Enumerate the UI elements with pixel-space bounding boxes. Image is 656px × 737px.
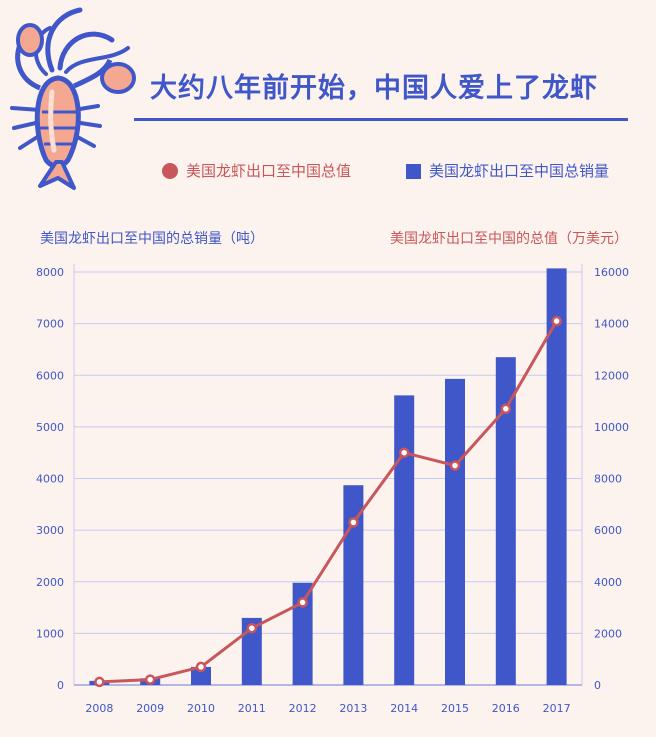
- value-point: [94, 676, 105, 688]
- value-point: [246, 622, 258, 634]
- value-point: [297, 597, 308, 608]
- y-tick-label-left: 0: [57, 679, 64, 692]
- title-divider: [134, 118, 628, 121]
- y-tick-label-left: 7000: [36, 318, 64, 331]
- value-point: [348, 517, 359, 528]
- x-tick-label: 2015: [441, 702, 469, 715]
- y-tick-label-right: 8000: [594, 473, 622, 486]
- y-tick-label-right: 12000: [594, 369, 629, 382]
- value-point: [398, 447, 410, 458]
- y-tick-label-left: 4000: [36, 473, 64, 486]
- legend-label-volume: 美国龙虾出口至中国总销量: [429, 162, 610, 180]
- bar: [394, 395, 415, 685]
- x-tick-label: 2010: [187, 702, 215, 715]
- legend-marker-square: [406, 164, 421, 179]
- bar: [191, 666, 211, 685]
- value-point: [144, 674, 156, 685]
- x-tick-label: 2009: [136, 702, 164, 715]
- y-tick-label-right: 6000: [594, 524, 622, 537]
- legend-item-value: 美国龙虾出口至中国总值: [162, 160, 351, 181]
- x-tick-label: 2011: [238, 702, 266, 715]
- value-point: [195, 661, 207, 673]
- bar: [495, 357, 516, 685]
- value-point: [500, 403, 512, 415]
- value-point: [449, 460, 461, 471]
- y-tick-label-right: 0: [594, 679, 601, 692]
- x-tick-label: 2016: [492, 702, 520, 715]
- value-point: [551, 315, 562, 327]
- x-tick-label: 2013: [339, 702, 367, 715]
- lobster-icon: [10, 7, 136, 190]
- x-tick-label: 2014: [390, 702, 418, 715]
- x-tick-label: 2017: [543, 702, 571, 715]
- x-tick-label: 2012: [289, 702, 317, 715]
- y-tick-label-right: 16000: [594, 266, 629, 279]
- y-tick-label-left: 5000: [36, 421, 64, 434]
- y-tick-label-left: 3000: [36, 524, 64, 537]
- bar: [445, 378, 465, 685]
- y-tick-label-right: 10000: [594, 421, 629, 434]
- y-tick-label-right: 14000: [594, 318, 629, 331]
- y-tick-label-right: 4000: [594, 576, 622, 589]
- bar: [343, 485, 364, 685]
- y-tick-label-left: 6000: [36, 369, 64, 382]
- y-axis-title-left: 美国龙虾出口至中国的总销量（吨）: [40, 231, 264, 247]
- x-tick-label: 2008: [85, 702, 113, 715]
- y-tick-label-left: 1000: [36, 627, 64, 640]
- bar: [292, 582, 313, 685]
- y-axis-title-right: 美国龙虾出口至中国的总值（万美元）: [390, 231, 628, 247]
- legend-item-volume: 美国龙虾出口至中国总销量: [406, 160, 609, 181]
- legend-label-value: 美国龙虾出口至中国总值: [186, 162, 352, 180]
- y-tick-label-right: 2000: [594, 627, 622, 640]
- value-series-line: [99, 320, 558, 684]
- y-tick-label-left: 8000: [36, 266, 64, 279]
- page-title: 大约八年前开始，中国人爱上了龙虾: [150, 73, 598, 104]
- legend-marker-circle: [162, 163, 178, 179]
- bar: [241, 617, 262, 685]
- bar: [546, 268, 567, 685]
- y-tick-label-left: 2000: [36, 576, 64, 589]
